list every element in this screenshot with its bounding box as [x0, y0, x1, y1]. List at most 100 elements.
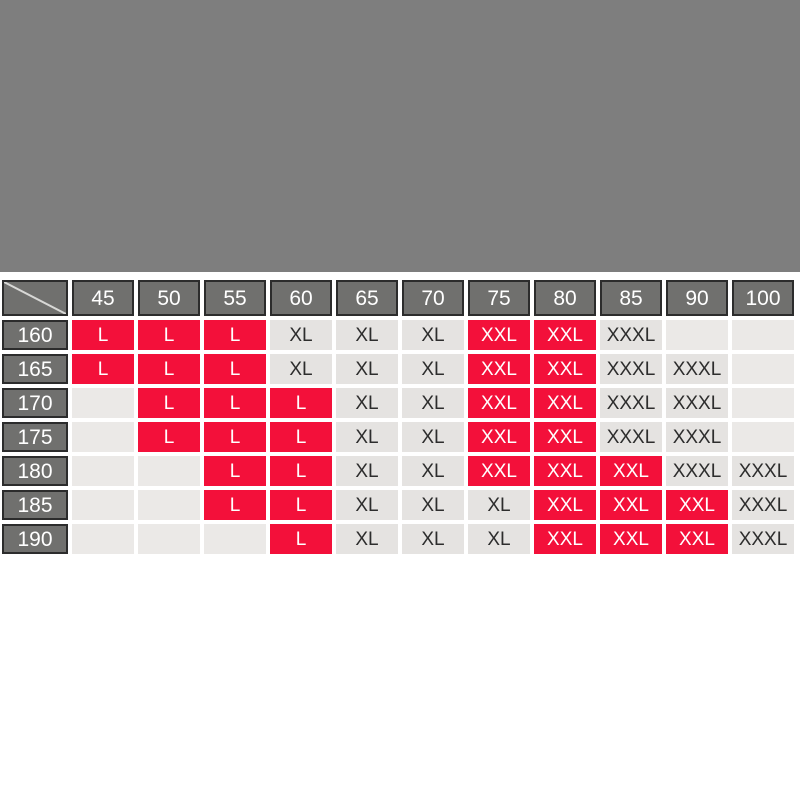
- size-cell-170-55: L: [202, 386, 268, 420]
- size-cell-185-75-label: XL: [468, 490, 530, 520]
- column-header-60-label: 60: [270, 280, 332, 316]
- size-cell-160-70-label: XL: [402, 320, 464, 350]
- size-cell-180-45-label: [72, 456, 134, 486]
- size-cell-165-75: XXL: [466, 352, 532, 386]
- size-cell-180-45: [70, 454, 136, 488]
- size-cell-160-45: L: [70, 318, 136, 352]
- size-cell-185-45-label: [72, 490, 134, 520]
- size-cell-160-45-label: L: [72, 320, 134, 350]
- size-cell-165-100-label: [732, 354, 794, 384]
- size-cell-170-70-label: XL: [402, 388, 464, 418]
- size-cell-160-100: [730, 318, 796, 352]
- size-cell-180-55: L: [202, 454, 268, 488]
- size-cell-180-65: XL: [334, 454, 400, 488]
- size-cell-170-90: XXXL: [664, 386, 730, 420]
- size-cell-185-100-label: XXXL: [732, 490, 794, 520]
- row-header-185: 185: [0, 488, 70, 522]
- column-header-90-label: 90: [666, 280, 728, 316]
- size-cell-190-55: [202, 522, 268, 556]
- size-cell-175-55: L: [202, 420, 268, 454]
- column-header-75-label: 75: [468, 280, 530, 316]
- column-header-100-label: 100: [732, 280, 794, 316]
- size-cell-180-65-label: XL: [336, 456, 398, 486]
- size-cell-190-70-label: XL: [402, 524, 464, 554]
- size-cell-165-100: [730, 352, 796, 386]
- column-header-65: 65: [334, 278, 400, 318]
- size-cell-160-60: XL: [268, 318, 334, 352]
- size-cell-185-60: L: [268, 488, 334, 522]
- column-header-100: 100: [730, 278, 796, 318]
- size-cell-165-50: L: [136, 352, 202, 386]
- row-header-165: 165: [0, 352, 70, 386]
- size-cell-165-80-label: XXL: [534, 354, 596, 384]
- size-cell-180-80-label: XXL: [534, 456, 596, 486]
- size-cell-185-60-label: L: [270, 490, 332, 520]
- size-cell-175-90: XXXL: [664, 420, 730, 454]
- size-cell-185-45: [70, 488, 136, 522]
- size-cell-190-90-label: XXL: [666, 524, 728, 554]
- size-cell-190-50-label: [138, 524, 200, 554]
- size-cell-175-65: XL: [334, 420, 400, 454]
- size-cell-190-55-label: [204, 524, 266, 554]
- size-cell-190-60: L: [268, 522, 334, 556]
- size-cell-180-50-label: [138, 456, 200, 486]
- column-header-70-label: 70: [402, 280, 464, 316]
- column-header-50: 50: [136, 278, 202, 318]
- size-cell-170-45: [70, 386, 136, 420]
- size-cell-190-65-label: XL: [336, 524, 398, 554]
- size-cell-190-50: [136, 522, 202, 556]
- size-cell-185-85: XXL: [598, 488, 664, 522]
- top-banner: [0, 0, 800, 272]
- size-cell-170-70: XL: [400, 386, 466, 420]
- size-cell-165-60: XL: [268, 352, 334, 386]
- size-cell-165-60-label: XL: [270, 354, 332, 384]
- size-cell-185-80: XXL: [532, 488, 598, 522]
- column-header-55-label: 55: [204, 280, 266, 316]
- size-cell-180-90: XXXL: [664, 454, 730, 488]
- size-cell-165-90-label: XXXL: [666, 354, 728, 384]
- size-cell-175-90-label: XXXL: [666, 422, 728, 452]
- row-header-160-label: 160: [2, 320, 68, 350]
- size-cell-175-85: XXXL: [598, 420, 664, 454]
- size-cell-165-65: XL: [334, 352, 400, 386]
- size-cell-185-55-label: L: [204, 490, 266, 520]
- size-cell-160-90: [664, 318, 730, 352]
- size-cell-175-50: L: [136, 420, 202, 454]
- size-cell-180-60-label: L: [270, 456, 332, 486]
- size-cell-180-100-label: XXXL: [732, 456, 794, 486]
- size-cell-170-100: [730, 386, 796, 420]
- size-cell-175-80-label: XXL: [534, 422, 596, 452]
- size-cell-175-45-label: [72, 422, 134, 452]
- corner-cell-label: [2, 280, 68, 316]
- size-cell-185-75: XL: [466, 488, 532, 522]
- size-cell-180-55-label: L: [204, 456, 266, 486]
- size-cell-160-80: XXL: [532, 318, 598, 352]
- row-header-170-label: 170: [2, 388, 68, 418]
- size-cell-175-80: XXL: [532, 420, 598, 454]
- size-cell-180-75: XXL: [466, 454, 532, 488]
- row-header-190-label: 190: [2, 524, 68, 554]
- column-header-65-label: 65: [336, 280, 398, 316]
- size-cell-175-70-label: XL: [402, 422, 464, 452]
- size-cell-190-80: XXL: [532, 522, 598, 556]
- size-cell-175-75: XXL: [466, 420, 532, 454]
- size-cell-175-100-label: [732, 422, 794, 452]
- size-cell-170-65-label: XL: [336, 388, 398, 418]
- size-cell-165-55-label: L: [204, 354, 266, 384]
- column-header-80: 80: [532, 278, 598, 318]
- size-cell-165-65-label: XL: [336, 354, 398, 384]
- size-cell-170-85-label: XXXL: [600, 388, 662, 418]
- size-cell-185-85-label: XXL: [600, 490, 662, 520]
- size-cell-160-60-label: XL: [270, 320, 332, 350]
- size-cell-160-85-label: XXXL: [600, 320, 662, 350]
- column-header-70: 70: [400, 278, 466, 318]
- size-cell-185-70-label: XL: [402, 490, 464, 520]
- size-cell-160-55-label: L: [204, 320, 266, 350]
- size-cell-180-70: XL: [400, 454, 466, 488]
- size-cell-175-55-label: L: [204, 422, 266, 452]
- size-chart-table: 45 50 55 60 65 70 75 80 85 90 100 160 L L L XL XL XL XXL XX…: [0, 278, 796, 556]
- size-cell-180-85-label: XXL: [600, 456, 662, 486]
- size-cell-165-75-label: XXL: [468, 354, 530, 384]
- column-header-75: 75: [466, 278, 532, 318]
- size-cell-185-50-label: [138, 490, 200, 520]
